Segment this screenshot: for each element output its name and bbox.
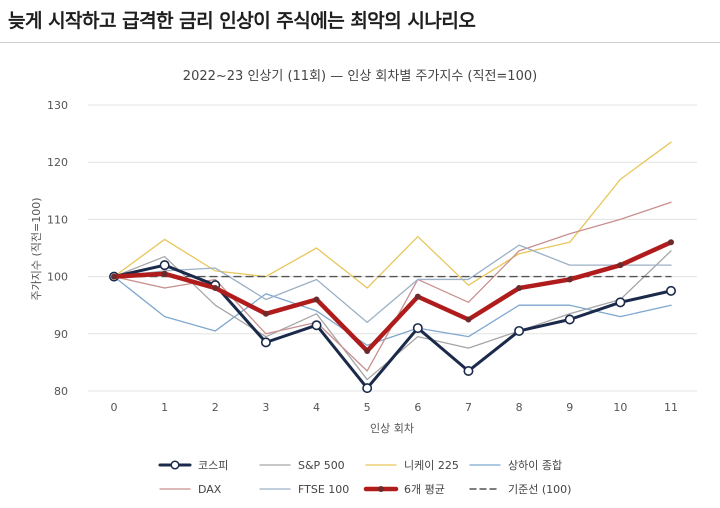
series-line-6 [111,240,674,354]
x-tick-2: 2 [212,401,219,414]
legend-label-0: 코스피 [198,459,228,472]
series-6-point-7 [465,316,472,323]
y-tick-90: 90 [54,328,68,341]
legend-label-2: 니케이 225 [404,459,459,472]
x-tick-5: 5 [364,401,371,414]
legend-label-5: FTSE 100 [298,483,349,496]
series-6-point-5 [364,347,371,354]
legend-item-5: FTSE 100 [259,483,349,496]
headline-divider [0,42,720,43]
legend-label-1: S&P 500 [298,459,345,472]
series-2 [113,141,672,289]
series-5 [113,244,672,324]
legend-item-1: S&P 500 [259,459,345,472]
series-0-point-11 [665,285,676,296]
series-6-point-1 [161,270,168,277]
y-axis-label: 주가지수 (직전=100) [30,197,43,300]
legend: 코스피 S&P 500 니케이 225 상하이 종합 DAX FTSE 100 6개 평균 기… [158,458,571,496]
series-6-point-8 [516,285,523,292]
series-0-point-10 [615,297,626,308]
series-6-point-0 [111,273,117,280]
x-tick-4: 4 [313,401,320,414]
series-0-point-8 [514,325,525,336]
series-line-3 [113,275,672,346]
series-6-point-3 [262,310,269,317]
series-line-0 [112,263,673,390]
x-tick-8: 8 [516,401,523,414]
y-tick-130: 130 [47,99,68,112]
series-0-point-5 [362,383,373,394]
series-0-point-4 [311,320,322,331]
series-line-5 [113,244,672,324]
series-0-point-7 [463,365,474,376]
series-0-point-3 [260,337,271,348]
legend-item-6: 6개 평균 [363,483,445,496]
series-line-4 [113,201,672,372]
legend-item-0: 코스피 [158,459,228,472]
legend-item-7: 기준선 (100) [469,483,571,496]
x-tick-9: 9 [566,401,573,414]
legend-label-6: 6개 평균 [404,483,445,496]
series-6-point-4 [313,296,320,303]
series-4 [113,201,672,372]
series-3 [113,275,672,346]
legend-item-3: 상하이 종합 [469,458,562,472]
y-tick-100: 100 [47,271,68,284]
series-6-point-10 [617,262,624,269]
x-tick-6: 6 [414,401,421,414]
legend-label-4: DAX [198,483,222,496]
y-tick-120: 120 [47,156,68,169]
legend-item-4: DAX [159,483,222,496]
series-0-point-1 [159,260,170,271]
series-6-point-2 [212,285,219,292]
legend-marker-6 [378,486,384,492]
x-tick-labels: 0 1 2 3 4 5 6 7 8 9 10 11 [111,401,679,414]
headline: 늦게 시작하고 급격한 금리 인상이 주식에는 최악의 시나리오 [8,10,476,32]
legend-label-3: 상하이 종합 [508,458,562,472]
x-tick-11: 11 [664,401,678,414]
legend-label-7: 기준선 (100) [508,483,571,496]
series-6-point-11 [668,239,674,246]
x-tick-10: 10 [613,401,627,414]
x-tick-3: 3 [262,401,269,414]
x-tick-0: 0 [111,401,118,414]
series-line-2 [113,141,672,289]
x-axis-label: 인상 회차 [370,422,414,435]
series-0-point-9 [564,314,575,325]
series-6-point-6 [414,293,421,300]
chart-title: 2022~23 인상기 (11회) — 인상 회차별 주가지수 (직전=100) [183,69,537,84]
legend-item-2: 니케이 225 [365,459,459,472]
series-layer [109,141,676,394]
series-0-point-6 [412,323,423,334]
y-tick-labels: 80 90 100 110 120 130 [47,99,68,398]
series-6 [111,239,674,354]
y-tick-80: 80 [54,385,68,398]
x-tick-7: 7 [465,401,472,414]
x-tick-1: 1 [161,401,168,414]
y-tick-110: 110 [47,213,68,226]
legend-marker-0 [170,460,180,470]
series-6-point-9 [566,276,573,283]
